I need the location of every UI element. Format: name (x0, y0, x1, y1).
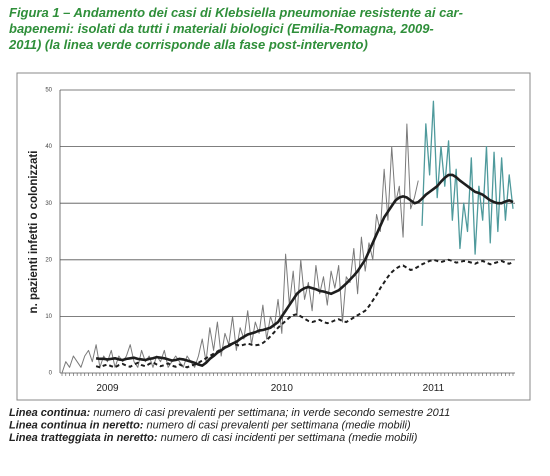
title-line: Figura 1 – Andamento dei casi di Klebsie… (9, 5, 463, 20)
note-label: Linea tratteggiata in neretto: (9, 432, 158, 444)
y-tick-label: 50 (45, 88, 52, 94)
series-line (95, 258, 514, 369)
title-line: bapenemi: isolati da tutti i materiali b… (9, 21, 434, 36)
note: Linea continua in neretto: numero di cas… (9, 420, 411, 432)
title-line: 2011) (la linea verde corrisponde alla f… (8, 37, 368, 52)
chart-title: Figura 1 – Andamento dei casi di Klebsie… (8, 5, 463, 52)
note: Linea tratteggiata in neretto: numero di… (9, 432, 418, 444)
note-text: numero di casi incidenti per settimana (… (158, 432, 418, 444)
x-tick-label: 2011 (423, 383, 445, 394)
chart-frame (16, 72, 531, 401)
x-tick-label: 2009 (96, 383, 119, 394)
x-tick-label: 2010 (271, 383, 294, 394)
note-text: numero di casi prevalenti per settimana … (143, 420, 411, 432)
notes: Linea continua: numero di casi prevalent… (9, 407, 450, 444)
series-line (421, 100, 514, 255)
y-tick-label: 40 (45, 144, 52, 150)
y-axis-label: n. pazienti infetti o colonizzati (28, 151, 40, 314)
note-label: Linea continua: (9, 407, 91, 419)
note-text: numero di casi prevalenti per settimana;… (90, 407, 450, 419)
series-line (61, 123, 419, 374)
series-line (95, 173, 514, 367)
y-tick-label: 0 (49, 371, 53, 377)
y-tick-label: 30 (45, 201, 52, 207)
y-tick-label: 20 (45, 257, 52, 263)
note: Linea continua: numero di casi prevalent… (9, 407, 450, 419)
y-tick-label: 10 (45, 314, 52, 320)
note-label: Linea continua in neretto: (9, 420, 144, 432)
